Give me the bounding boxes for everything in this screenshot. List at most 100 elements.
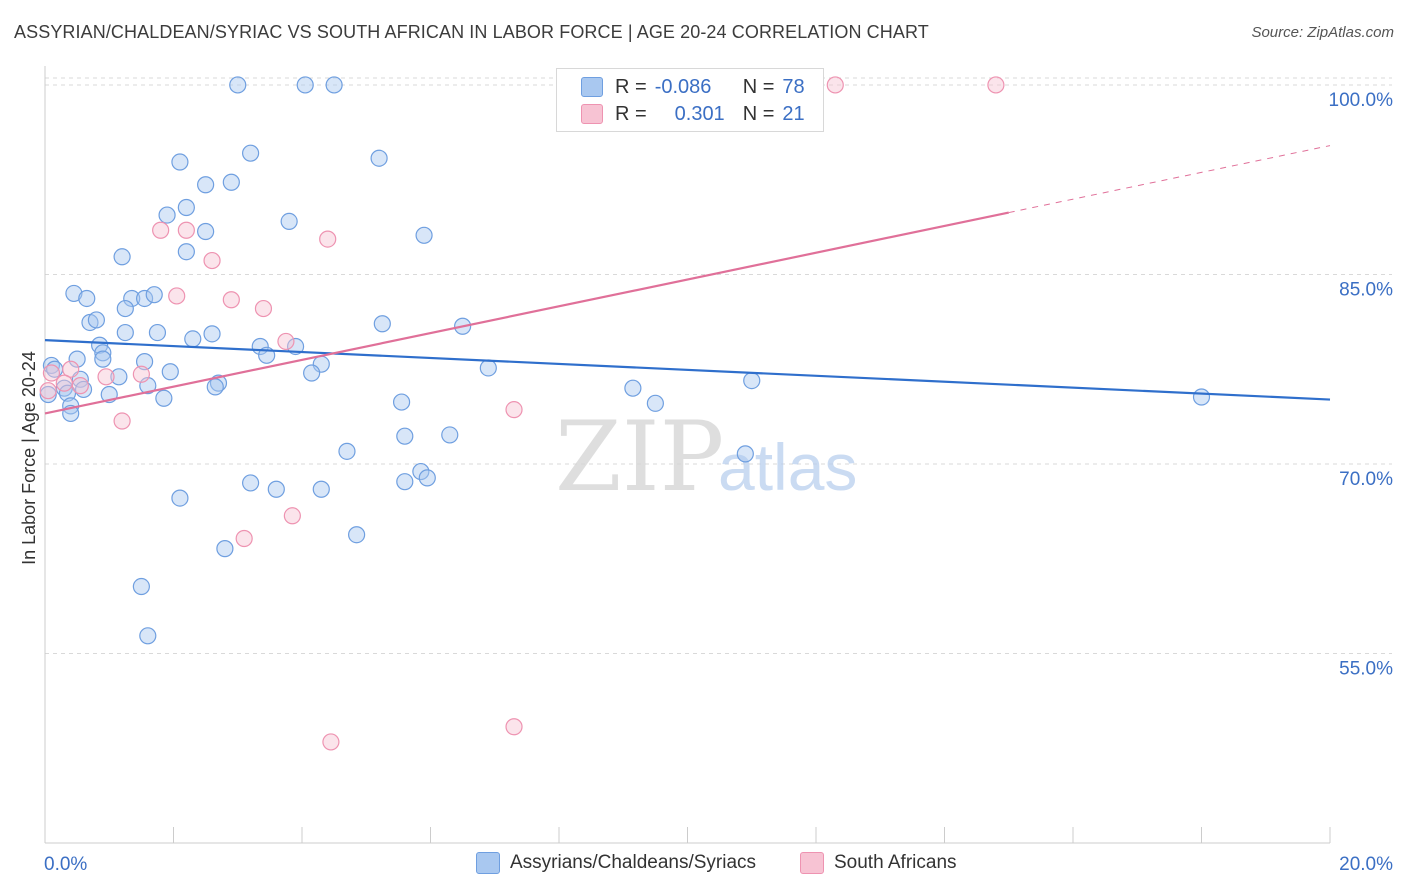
chart-title: ASSYRIAN/CHALDEAN/SYRIAC VS SOUTH AFRICA… (14, 22, 929, 42)
assyrian-point (110, 368, 128, 386)
assyrian-point (148, 323, 167, 342)
x-tick-label: 20.0% (1339, 854, 1393, 875)
south-african-point (505, 718, 523, 736)
assyrian-point (94, 350, 112, 368)
legend-n-label: N = (742, 102, 775, 125)
axis-labels: 55.0% 70.0% 85.0% 100.0% 0.0% 20.0% In Labor F… (19, 90, 1393, 875)
south-african-point (97, 368, 115, 386)
assyrian-point (736, 445, 754, 463)
y-tick-label: 85.0% (1339, 279, 1393, 300)
assyrian-point (312, 480, 330, 498)
assyrian-point (396, 427, 414, 445)
assyrian-point (177, 243, 195, 261)
assyrian-point (348, 526, 366, 544)
x-tick-label: 0.0% (44, 854, 87, 875)
assyrian-point (370, 149, 388, 167)
y-tick-label: 70.0% (1339, 469, 1393, 490)
assyrian-trendline (44, 339, 1331, 401)
source-label: Source: ZipAtlas.com (1251, 24, 1394, 41)
south-african-point (62, 360, 80, 378)
assyrian-point (222, 173, 240, 191)
assyrian-point (206, 378, 224, 396)
assyrian-point (229, 76, 247, 94)
y-tick-label: 100.0% (1329, 90, 1394, 111)
legend-n-label: N = (742, 75, 775, 98)
legend-swatch-blue (581, 77, 603, 97)
assyrian-point (743, 371, 761, 390)
assyrian-point (68, 350, 86, 368)
assyrian-point (1192, 388, 1211, 406)
south-african-point (277, 332, 295, 351)
assyrian-point (412, 462, 430, 481)
south-african-point (505, 401, 523, 419)
assyrian-point (646, 394, 664, 412)
assyrian-point (158, 206, 176, 224)
legend-r-value: -0.086 (654, 75, 712, 98)
assyrian-point (418, 469, 436, 487)
assyrian-point (242, 144, 260, 162)
south-african-point (203, 251, 221, 270)
assyrian-point (155, 389, 173, 407)
south-african-point (283, 507, 301, 525)
assyrian-point (116, 323, 134, 342)
south-african-point (987, 76, 1005, 94)
bottom-legend-item-blue: Assyrians/Chaldeans/Syriacs (476, 852, 756, 874)
watermark-zip: ZIP (555, 401, 724, 513)
assyrian-point (325, 76, 343, 94)
south-african-point (222, 291, 240, 309)
bottom-legend-label: Assyrians/Chaldeans/Syriacs (510, 852, 757, 873)
south-african-trendline (44, 211, 1009, 415)
assyrian-point (132, 577, 150, 596)
assyrian-point (161, 363, 179, 381)
legend-r-label: R = (615, 75, 647, 98)
assyrian-point (624, 379, 642, 397)
south-african-point (113, 412, 131, 430)
assyrian-point (415, 226, 433, 244)
south-african-trendline-extension (1008, 145, 1331, 214)
south-african-point (254, 299, 273, 318)
assyrian-point (113, 248, 131, 266)
south-african-point (168, 287, 186, 305)
assyrian-point (373, 315, 391, 333)
trend-lines (44, 145, 1331, 415)
assyrian-point (441, 426, 459, 444)
south-african-point (235, 529, 253, 548)
assyrian-point (197, 222, 215, 241)
assyrian-point (396, 473, 414, 491)
data-points (39, 76, 1211, 751)
bottom-legend-swatch-pink (800, 852, 824, 874)
legend-row-pink: R = 0.301 N = 21 (581, 102, 805, 126)
legend-swatch-pink (581, 104, 603, 124)
axes (44, 66, 1331, 844)
gridlines (45, 77, 1392, 654)
assyrian-point (197, 176, 215, 194)
assyrian-point (303, 364, 321, 382)
assyrian-point (479, 359, 497, 377)
assyrian-point (78, 289, 96, 308)
south-african-point (55, 374, 73, 392)
bottom-legend-item-pink: South Africans (800, 852, 957, 874)
south-african-point (319, 230, 337, 248)
legend-r-value: 0.301 (669, 102, 725, 125)
assyrian-point (267, 480, 285, 498)
assyrian-point (216, 540, 234, 558)
bottom-legend-swatch-blue (476, 852, 500, 874)
south-african-point (152, 221, 170, 239)
assyrian-point (392, 393, 411, 411)
assyrian-point (58, 384, 77, 402)
south-african-point (42, 364, 61, 382)
south-african-point (71, 377, 89, 395)
south-african-point (39, 382, 57, 400)
assyrian-point (145, 286, 163, 304)
assyrian-point (296, 76, 314, 94)
assyrian-point (280, 212, 298, 230)
watermark-atlas: atlas (718, 430, 857, 504)
legend-row-blue: R = -0.086 N = 78 (581, 75, 805, 99)
legend-n-value: 21 (782, 102, 805, 125)
assyrian-point (87, 311, 106, 329)
south-african-point (177, 221, 195, 239)
assyrian-point (139, 627, 157, 645)
watermark: ZIP atlas (555, 401, 857, 513)
assyrian-point (171, 489, 189, 507)
